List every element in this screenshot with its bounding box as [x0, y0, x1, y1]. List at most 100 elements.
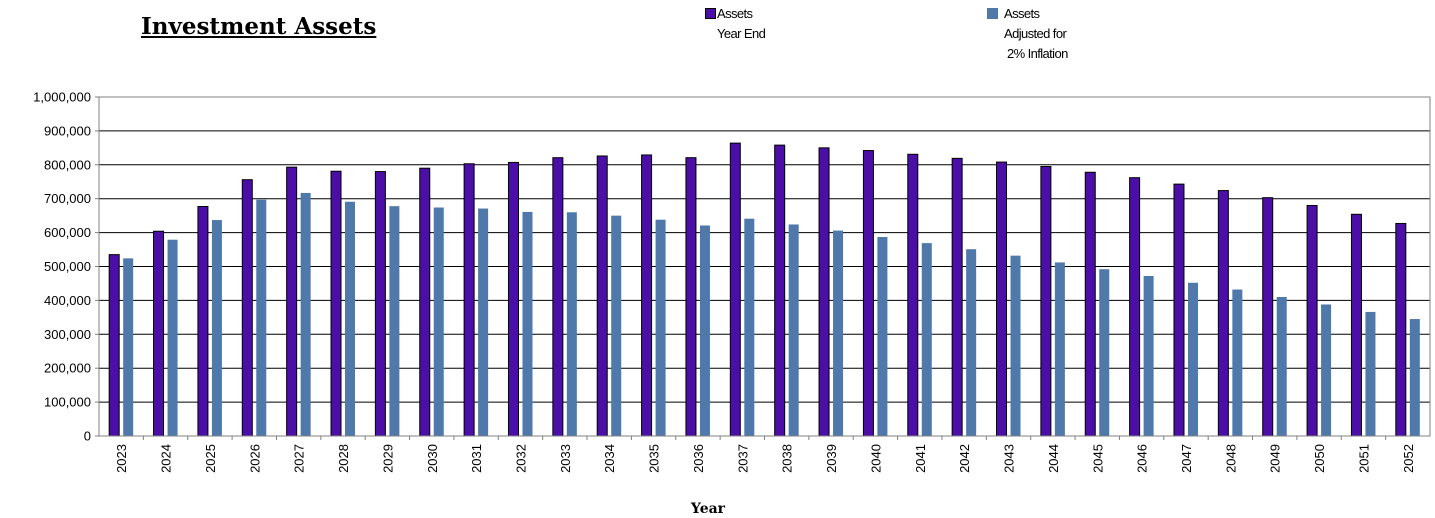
x-tick-label: 2045 — [1090, 444, 1105, 473]
bar-year-end — [286, 166, 298, 437]
x-tick-label: 2040 — [868, 444, 883, 473]
bar-year-end — [463, 163, 475, 437]
gridlines — [99, 130, 1430, 403]
bar-inflation-adjusted — [744, 218, 755, 436]
x-tick-label: 2042 — [957, 444, 972, 473]
bar-year-end — [729, 142, 741, 437]
bar-inflation-adjusted — [478, 208, 489, 436]
x-tick-label: 2028 — [336, 444, 351, 473]
chart-title: Investment Assets — [141, 13, 377, 40]
y-axis-ticks: 0 100,000 200,000 300,000 400,000 500,000 600,… — [33, 90, 99, 444]
bar-year-end — [507, 161, 519, 437]
bar-inflation-adjusted — [788, 224, 799, 436]
bar-inflation-adjusted — [1321, 304, 1332, 436]
x-tick-label: 2027 — [292, 444, 307, 473]
bar-year-end — [1395, 222, 1407, 437]
legend-swatch-year-end — [705, 8, 716, 19]
bar-inflation-adjusted — [345, 201, 356, 436]
x-tick-label: 2030 — [425, 444, 440, 473]
y-tick-label: 100,000 — [44, 395, 91, 410]
x-tick-label: 2039 — [824, 444, 839, 473]
bar-inflation-adjusted — [1010, 255, 1021, 436]
legend-label-line-1: Assets — [717, 6, 753, 21]
bar-inflation-adjusted — [921, 243, 932, 436]
bar-year-end — [552, 157, 564, 437]
x-tick-label: 2033 — [558, 444, 573, 473]
bar-year-end — [1084, 171, 1096, 437]
bar-year-end — [1173, 183, 1185, 437]
bar-year-end — [774, 144, 786, 437]
x-tick-label: 2052 — [1401, 444, 1416, 473]
x-tick-label: 2043 — [1002, 444, 1017, 473]
bar-year-end — [1040, 165, 1052, 437]
y-tick-label: 400,000 — [44, 293, 91, 308]
bar-inflation-adjusted — [1365, 311, 1376, 436]
bar-year-end — [596, 155, 608, 437]
bar-inflation-adjusted — [123, 258, 134, 436]
x-tick-label: 2034 — [602, 444, 617, 473]
bar-year-end — [862, 150, 874, 437]
y-tick-label: 300,000 — [44, 327, 91, 342]
y-tick-label: 0 — [84, 429, 91, 444]
y-tick-label: 700,000 — [44, 191, 91, 206]
bar-inflation-adjusted — [1143, 275, 1154, 436]
x-tick-label: 2049 — [1268, 444, 1283, 473]
bar-year-end — [153, 230, 165, 437]
bar-inflation-adjusted — [1409, 319, 1420, 436]
bar-year-end — [818, 147, 830, 437]
x-tick-label: 2051 — [1356, 444, 1371, 473]
bar-year-end — [996, 161, 1008, 437]
y-tick-label: 900,000 — [44, 123, 91, 138]
bar-inflation-adjusted — [522, 211, 533, 436]
bar-year-end — [1129, 177, 1141, 437]
x-tick-label: 2025 — [203, 444, 218, 473]
bar-year-end — [951, 157, 963, 437]
legend-label-line-1: Assets — [1004, 6, 1040, 21]
bar-inflation-adjusted — [655, 219, 666, 436]
bars — [108, 142, 1420, 437]
bar-inflation-adjusted — [211, 220, 222, 436]
bar-inflation-adjusted — [566, 212, 577, 436]
bar-inflation-adjusted — [1232, 289, 1243, 436]
x-tick-label: 2036 — [691, 444, 706, 473]
x-axis-label: Year — [690, 501, 726, 517]
x-tick-label: 2029 — [380, 444, 395, 473]
bar-inflation-adjusted — [611, 215, 622, 436]
x-tick-label: 2023 — [114, 444, 129, 473]
bar-inflation-adjusted — [1276, 297, 1287, 436]
x-tick-label: 2032 — [513, 444, 528, 473]
x-tick-label: 2050 — [1312, 444, 1327, 473]
bar-year-end — [1217, 190, 1229, 437]
bar-year-end — [1262, 197, 1274, 437]
x-tick-label: 2048 — [1223, 444, 1238, 473]
y-tick-label: 500,000 — [44, 259, 91, 274]
x-tick-label: 2031 — [469, 444, 484, 473]
bar-inflation-adjusted — [433, 207, 444, 436]
bar-inflation-adjusted — [389, 206, 400, 436]
bar-year-end — [907, 153, 919, 437]
bar-year-end — [685, 157, 697, 437]
bar-year-end — [1350, 213, 1362, 437]
x-tick-label: 2044 — [1046, 444, 1061, 473]
x-axis-ticks: 2023 2024 2025 2026 2027 2028 2029 2030 2031 2032… — [114, 436, 1416, 473]
bar-inflation-adjusted — [966, 249, 977, 436]
bar-inflation-adjusted — [699, 225, 710, 436]
y-tick-label: 800,000 — [44, 157, 91, 172]
bar-inflation-adjusted — [256, 199, 267, 436]
bar-inflation-adjusted — [1054, 262, 1065, 436]
bar-year-end — [241, 179, 253, 437]
x-tick-label: 2047 — [1179, 444, 1194, 473]
bar-year-end — [419, 167, 431, 437]
legend-swatch-inflation-adjusted — [987, 8, 998, 19]
legend-label-line-3: 2% Inflation — [1007, 46, 1068, 61]
bar-year-end — [197, 205, 209, 437]
x-tick-label: 2046 — [1135, 444, 1150, 473]
y-tick-label: 600,000 — [44, 225, 91, 240]
bar-year-end — [641, 154, 653, 437]
bar-inflation-adjusted — [833, 230, 844, 436]
x-tick-label: 2037 — [735, 444, 750, 473]
legend-label-line-2: Adjusted for — [1004, 26, 1067, 41]
x-tick-label: 2038 — [780, 444, 795, 473]
bar-year-end — [374, 171, 386, 437]
